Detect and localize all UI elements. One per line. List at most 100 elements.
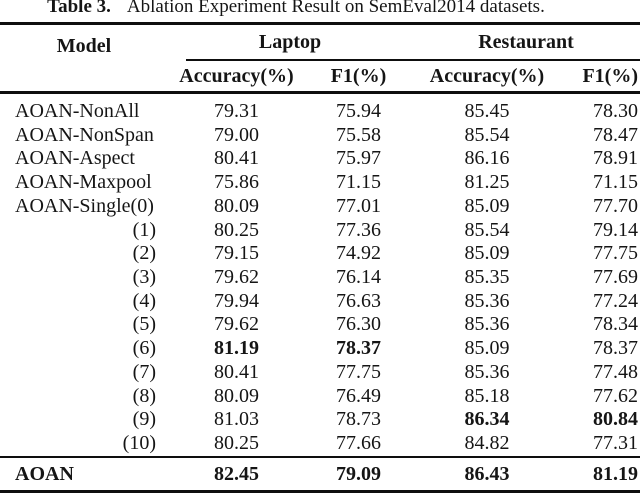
value-cell: 79.31 xyxy=(214,100,259,122)
model-cell: (6) xyxy=(132,337,156,360)
column-header-restaurant-accuracy: Accuracy(%) xyxy=(429,65,545,87)
model-cell: AOAN xyxy=(15,463,74,485)
value-cell: 79.62 xyxy=(214,313,259,336)
value-cell: 77.75 xyxy=(336,360,381,383)
value-cell: 85.09 xyxy=(464,337,510,360)
group-header-restaurant: Restaurant xyxy=(478,31,574,53)
table-row: (7) 80.41 77.75 85.36 77.48 xyxy=(0,361,640,385)
table-row: (10) 80.25 77.66 84.82 77.31 xyxy=(0,432,640,456)
model-cell: AOAN-NonAll xyxy=(15,100,140,122)
top-rule xyxy=(0,22,640,25)
model-cell: AOAN-NonSpan xyxy=(15,123,154,146)
value-cell-best: 86.34 xyxy=(464,408,510,431)
value-cell-best: 80.84 xyxy=(593,408,638,431)
value-cell: 78.34 xyxy=(593,313,638,336)
value-cell: 81.25 xyxy=(464,171,510,194)
model-cell: AOAN-Single(0) xyxy=(15,194,154,217)
table-row: AOAN-Single(0) 80.09 77.01 85.09 77.70 xyxy=(0,195,640,219)
table-row: (1) 80.25 77.36 85.54 79.14 xyxy=(0,219,640,243)
table-caption: Table 3. Ablation Experiment Result on S… xyxy=(0,0,616,18)
value-cell: 77.75 xyxy=(593,242,638,265)
table-row: (6) 81.19 78.37 85.09 78.37 xyxy=(0,337,640,361)
value-cell: 81.03 xyxy=(214,408,259,431)
model-cell: (4) xyxy=(132,289,156,312)
table-row: AOAN-NonAll 79.31 75.94 85.45 78.30 xyxy=(0,100,640,124)
value-cell: 78.30 xyxy=(593,100,638,122)
value-cell: 77.48 xyxy=(593,360,638,383)
value-cell-best: 81.19 xyxy=(214,337,259,360)
value-cell: 85.54 xyxy=(464,123,510,146)
value-cell: 77.24 xyxy=(593,289,638,312)
value-cell: 78.37 xyxy=(593,337,638,360)
column-header-laptop-accuracy: Accuracy(%) xyxy=(179,65,294,87)
value-cell: 85.18 xyxy=(464,384,510,407)
table-caption-text: Ablation Experiment Result on SemEval201… xyxy=(126,0,545,17)
footer-top-rule xyxy=(0,456,640,458)
value-cell: 85.09 xyxy=(464,242,510,265)
value-cell: 74.92 xyxy=(336,242,381,265)
table-row: (5) 79.62 76.30 85.36 78.34 xyxy=(0,313,640,337)
value-cell: 80.09 xyxy=(214,384,259,407)
value-cell: 86.16 xyxy=(464,147,510,170)
table-row: (3) 79.62 76.14 85.35 77.69 xyxy=(0,266,640,290)
table-row: AOAN-Aspect 80.41 75.97 86.16 78.91 xyxy=(0,147,640,171)
value-cell: 79.62 xyxy=(214,266,259,289)
header-bottom-rule xyxy=(0,91,640,94)
value-cell-best: 78.37 xyxy=(336,337,381,360)
table-row: (2) 79.15 74.92 85.09 77.75 xyxy=(0,242,640,266)
value-cell: 80.41 xyxy=(214,360,259,383)
table-row: (8) 80.09 76.49 85.18 77.62 xyxy=(0,385,640,409)
value-cell: 78.47 xyxy=(593,123,638,146)
value-cell: 85.54 xyxy=(464,218,510,241)
value-cell: 76.14 xyxy=(336,266,381,289)
group-header-underline-rule xyxy=(186,59,640,61)
column-header-laptop-f1: F1(%) xyxy=(330,65,387,87)
value-cell: 76.63 xyxy=(336,289,381,312)
value-cell-best: 82.45 xyxy=(214,463,259,485)
table-row: (9) 81.03 78.73 86.34 80.84 xyxy=(0,408,640,432)
value-cell-best: 81.19 xyxy=(593,463,638,485)
value-cell: 76.30 xyxy=(336,313,381,336)
model-cell: AOAN-Maxpool xyxy=(15,171,152,194)
value-cell: 85.36 xyxy=(464,360,510,383)
value-cell: 80.25 xyxy=(214,432,259,455)
column-header-model: Model xyxy=(56,35,112,57)
value-cell: 79.15 xyxy=(214,242,259,265)
value-cell: 77.01 xyxy=(336,194,381,217)
table-row: (4) 79.94 76.63 85.36 77.24 xyxy=(0,290,640,314)
value-cell-best: 86.43 xyxy=(464,463,510,485)
value-cell: 77.66 xyxy=(336,432,381,455)
table-row: AOAN-Maxpool 75.86 71.15 81.25 71.15 xyxy=(0,171,640,195)
model-cell: (10) xyxy=(122,432,156,455)
value-cell: 77.70 xyxy=(593,194,638,217)
value-cell: 75.86 xyxy=(214,171,259,194)
model-cell: (9) xyxy=(132,408,156,431)
table-caption-label: Table 3. xyxy=(47,0,111,17)
value-cell: 79.14 xyxy=(593,218,638,241)
model-cell: (5) xyxy=(132,313,156,336)
value-cell: 75.58 xyxy=(336,123,381,146)
value-cell: 80.09 xyxy=(214,194,259,217)
value-cell: 79.00 xyxy=(214,123,259,146)
value-cell: 78.91 xyxy=(593,147,638,170)
value-cell: 79.94 xyxy=(214,289,259,312)
model-cell: AOAN-Aspect xyxy=(15,147,135,170)
model-cell: (3) xyxy=(132,266,156,289)
value-cell: 76.49 xyxy=(336,384,381,407)
value-cell: 84.82 xyxy=(464,432,510,455)
value-cell: 80.41 xyxy=(214,147,259,170)
table-body: AOAN-NonAll 79.31 75.94 85.45 78.30 AOAN… xyxy=(0,100,640,456)
value-cell: 77.69 xyxy=(593,266,638,289)
value-cell: 80.25 xyxy=(214,218,259,241)
value-cell: 71.15 xyxy=(336,171,381,194)
value-cell-best: 79.09 xyxy=(336,463,381,485)
model-cell: (2) xyxy=(132,242,156,265)
value-cell: 77.31 xyxy=(593,432,638,455)
model-cell: (7) xyxy=(132,360,156,383)
value-cell: 85.35 xyxy=(464,266,510,289)
value-cell: 71.15 xyxy=(593,171,638,194)
value-cell: 78.73 xyxy=(336,408,381,431)
value-cell: 75.94 xyxy=(336,100,381,122)
value-cell: 75.97 xyxy=(336,147,381,170)
